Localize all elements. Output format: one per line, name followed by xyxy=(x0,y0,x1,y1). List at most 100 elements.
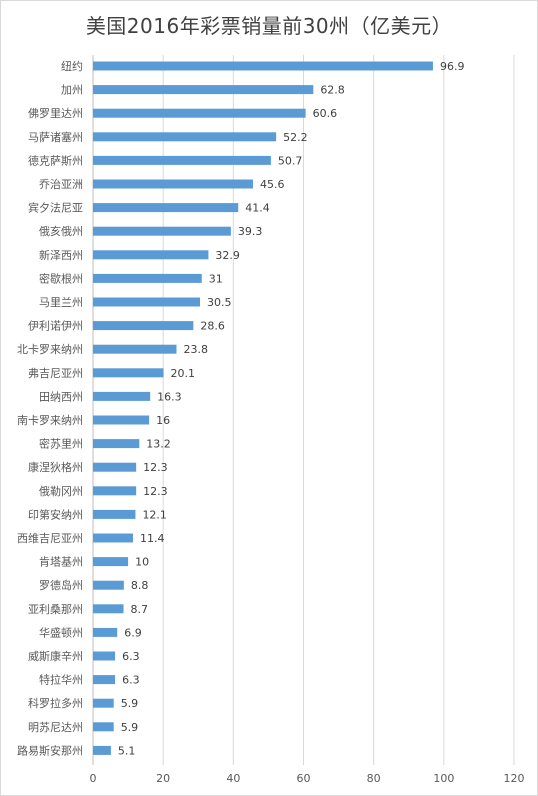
data-label: 8.8 xyxy=(131,579,149,592)
category-label: 科罗拉多州 xyxy=(28,696,83,710)
category-label: 明苏尼达州 xyxy=(28,721,83,734)
category-label: 威斯康辛州 xyxy=(28,649,83,663)
category-label: 俄勒冈州 xyxy=(39,485,83,498)
data-label: 12.3 xyxy=(143,461,168,474)
bar xyxy=(93,745,111,755)
category-label: 弗吉尼亚州 xyxy=(28,366,83,380)
data-label: 5.1 xyxy=(118,744,136,757)
category-labels: 纽约加州佛罗里达州马萨诸塞州德克萨斯州乔治亚洲宾夕法尼亚俄亥俄州新泽西州密歇根州… xyxy=(17,59,83,757)
data-label: 5.9 xyxy=(121,721,138,734)
x-tick-label: 40 xyxy=(226,772,240,785)
bar xyxy=(93,297,201,307)
bar xyxy=(93,462,137,472)
x-tick-label: 0 xyxy=(90,772,97,785)
category-label: 俄亥俄州 xyxy=(39,224,83,238)
category-label: 华盛顿州 xyxy=(39,625,83,639)
data-label: 6.9 xyxy=(124,626,141,639)
category-label: 加州 xyxy=(61,84,83,97)
bar xyxy=(93,415,150,425)
bar xyxy=(93,85,314,95)
bar xyxy=(93,627,118,637)
category-label: 西维吉尼亚州 xyxy=(17,532,83,545)
category-label: 宾夕法尼亚 xyxy=(28,201,83,215)
bar xyxy=(93,651,116,661)
bar xyxy=(93,61,433,71)
bar xyxy=(93,179,253,189)
data-label: 20.1 xyxy=(171,367,196,380)
data-label: 32.9 xyxy=(215,249,240,262)
gridlines xyxy=(92,55,515,765)
x-tick-label: 20 xyxy=(156,772,170,785)
data-label: 30.5 xyxy=(207,296,232,309)
data-label: 16 xyxy=(156,414,170,427)
value-labels: 96.9 62.8 60.6 52.2 50.7 45.6 41.4 39.3 32.9 31 30… xyxy=(118,60,465,757)
category-label: 伊利诺伊州 xyxy=(28,320,83,333)
data-label: 60.6 xyxy=(313,107,338,120)
category-label: 肯塔基州 xyxy=(39,556,83,569)
data-label: 41.4 xyxy=(245,202,270,215)
bar xyxy=(93,509,136,519)
data-label: 23.8 xyxy=(183,343,208,356)
category-label: 康涅狄格州 xyxy=(28,460,83,474)
bar xyxy=(93,344,177,354)
x-tick-label: 120 xyxy=(504,772,525,785)
bar xyxy=(93,533,133,543)
bar xyxy=(93,604,124,614)
data-label: 6.3 xyxy=(122,674,140,687)
category-label: 特拉华州 xyxy=(39,673,83,687)
bar xyxy=(93,132,277,142)
bar xyxy=(93,250,209,260)
x-tick-labels: 0 20 40 60 80 100 120 xyxy=(90,772,525,785)
x-tick-label: 100 xyxy=(433,772,454,785)
bar xyxy=(93,557,129,567)
bar xyxy=(93,368,164,378)
bar xyxy=(93,675,116,685)
data-label: 39.3 xyxy=(238,225,263,238)
category-label: 印第安纳州 xyxy=(28,507,83,521)
bar xyxy=(93,580,124,590)
data-label: 62.8 xyxy=(320,84,345,97)
data-label: 10 xyxy=(135,556,149,569)
data-label: 13.2 xyxy=(146,438,171,451)
bar xyxy=(93,321,194,331)
data-label: 12.1 xyxy=(142,508,167,521)
data-label: 16.3 xyxy=(157,390,182,403)
x-tick-label: 60 xyxy=(297,772,311,785)
data-label: 45.6 xyxy=(260,178,285,191)
bar xyxy=(93,108,306,118)
category-label: 佛罗里达州 xyxy=(28,107,83,120)
data-label: 6.3 xyxy=(122,650,140,663)
bar xyxy=(93,722,114,732)
category-label: 德克萨斯州 xyxy=(28,153,83,167)
bar xyxy=(93,486,137,496)
bar xyxy=(93,439,140,449)
chart-title: 美国2016年彩票销量前30州（亿美元） xyxy=(85,14,453,38)
category-label: 田纳西州 xyxy=(39,390,83,403)
category-label: 北卡罗来纳州 xyxy=(17,343,83,356)
category-label: 密苏里州 xyxy=(39,437,83,451)
bar xyxy=(93,698,114,708)
category-label: 路易斯安那州 xyxy=(17,743,83,757)
data-label: 28.6 xyxy=(200,320,225,333)
data-label: 11.4 xyxy=(140,532,165,545)
category-label: 马里兰州 xyxy=(39,296,83,309)
bar xyxy=(93,273,202,283)
data-label: 31 xyxy=(209,272,223,285)
category-label: 罗德岛州 xyxy=(39,578,83,592)
bar xyxy=(93,226,231,236)
x-tick-label: 80 xyxy=(367,772,381,785)
data-label: 50.7 xyxy=(278,154,303,167)
category-label: 纽约 xyxy=(61,59,83,73)
category-label: 亚利桑那州 xyxy=(28,603,83,616)
data-label: 96.9 xyxy=(440,60,465,73)
bars xyxy=(93,61,433,755)
data-label: 12.3 xyxy=(143,485,168,498)
bar xyxy=(93,203,239,213)
bar xyxy=(93,391,151,401)
bar xyxy=(93,155,271,165)
category-label: 新泽西州 xyxy=(39,248,83,262)
data-label: 8.7 xyxy=(131,603,149,616)
data-label: 52.2 xyxy=(283,131,308,144)
category-label: 乔治亚洲 xyxy=(39,177,83,191)
